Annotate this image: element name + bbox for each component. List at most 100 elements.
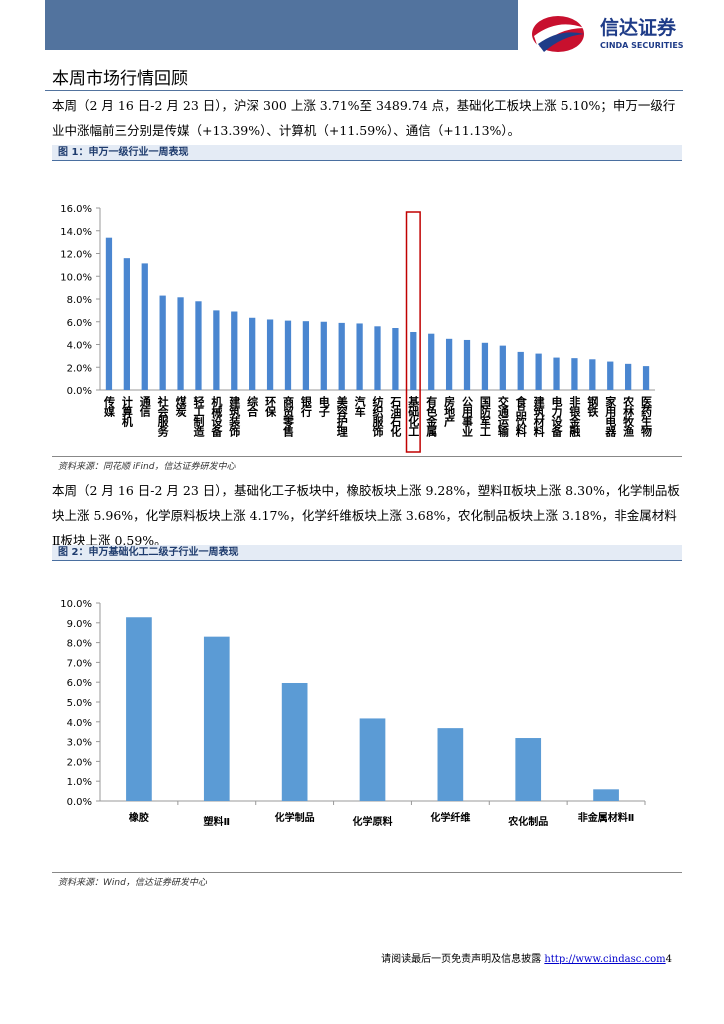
x-tick-label: 钢铁: [586, 395, 599, 418]
x-tick-label: 电力设备: [550, 395, 564, 438]
x-tick-label: 计算机: [120, 395, 133, 428]
x-tick-label: 环保: [264, 396, 278, 418]
company-name-en: CINDA SECURITIES: [600, 41, 684, 50]
x-tick-label: 机械设备: [210, 395, 224, 438]
x-tick-label: 有色金属: [425, 395, 439, 438]
y-tick-label: 0.0%: [67, 797, 92, 808]
bar: [463, 339, 471, 390]
x-tick-label: 轻工制造: [192, 395, 205, 438]
x-tick-label: 化学制品: [275, 811, 315, 824]
x-tick-label: 石油石化: [389, 396, 403, 438]
bar: [481, 342, 489, 390]
bar: [141, 263, 148, 390]
rule: [45, 90, 683, 91]
bar: [266, 319, 274, 390]
y-tick-label: 14.0%: [60, 227, 92, 238]
header-bar: [45, 0, 518, 50]
bar: [392, 328, 399, 390]
bar: [126, 617, 152, 801]
x-tick-label: 银行: [299, 395, 313, 418]
chart: 0.0% 2.0% 4.0% 6.0% 8.0% 10.0% 12.0% 14.0% 16.0%…: [60, 204, 655, 453]
highlight-box: [405, 211, 421, 453]
x-tick-label: 建筑材料: [532, 395, 545, 438]
x-tick-label: 公用事业: [461, 396, 474, 437]
x-tick-label: 塑料Ⅱ: [203, 815, 230, 828]
y-tick-label: 12.0%: [60, 250, 92, 261]
x-tick-label: 社会服务: [156, 395, 170, 438]
logo-swoosh: [538, 32, 584, 52]
bar: [445, 338, 453, 390]
bar: [284, 320, 292, 390]
bar: [642, 366, 650, 390]
x-tick-label: 美容护理: [335, 395, 349, 437]
source: 资料来源：同花顺 iFind，信达证券研发中心: [58, 462, 236, 472]
footer-link[interactable]: http://www.cindasc.com: [544, 954, 666, 965]
bar: [356, 323, 363, 390]
y-tick-label: 5.0%: [67, 698, 92, 709]
company-name: 信达证券: [600, 16, 677, 39]
bar: [302, 321, 310, 390]
x-tick-label: 非银金融: [568, 395, 582, 438]
rule: [52, 456, 682, 457]
disclaimer: 请阅读最后一页免责声明及信息披露: [381, 954, 542, 965]
x-tick-label: 交通运输: [496, 395, 509, 438]
y-tick-label: 4.0%: [67, 341, 92, 352]
x-tick-label: 农化制品: [507, 815, 548, 828]
x-tick-label: 建筑装饰: [228, 395, 242, 438]
bar: [195, 301, 202, 390]
y-tick-label: 6.0%: [67, 678, 92, 689]
x-tick-label: 综合: [246, 395, 259, 418]
bar: [499, 345, 506, 390]
bar: [359, 718, 386, 801]
x-tick-label: 煤炭: [174, 395, 187, 418]
y-tick-label: 9.0%: [67, 619, 92, 630]
bar: [517, 351, 524, 390]
x-tick-label: 房地产: [443, 395, 456, 428]
bar: [213, 310, 220, 390]
bar: [320, 321, 327, 390]
chart: 0.0% 1.0% 2.0% 3.0% 4.0% 5.0% 6.0% 7.0% 8.0% 9.0%…: [60, 599, 646, 828]
y-tick-label: 16.0%: [60, 204, 92, 215]
x-tick-label: 电子: [317, 395, 330, 418]
bar: [338, 322, 345, 390]
bar: [410, 331, 417, 390]
rule: [52, 872, 682, 873]
bar: [159, 295, 166, 390]
x-tick-label: 纺织服饰: [371, 395, 384, 438]
x-tick-label: 汽车: [353, 395, 366, 418]
bar: [177, 297, 184, 390]
y-tick-label: 1.0%: [67, 777, 92, 788]
logo-swoosh: [534, 24, 584, 48]
y-tick-label: 4.0%: [67, 718, 92, 729]
paragraph: 本周（2 月 16 日-2 月 23 日），沪深 300 上涨 3.71%至 3…: [52, 98, 676, 138]
bar: [428, 333, 435, 390]
x-tick-label: 橡胶: [129, 811, 149, 824]
x-tick-label: 农林牧渔: [622, 395, 636, 438]
x-tick-label: 化学原料: [353, 815, 393, 828]
bar: [437, 728, 464, 801]
y-tick-label: 2.0%: [67, 363, 92, 374]
x-tick-label: 基础化工: [407, 395, 421, 437]
x-tick-label: 非金属材料Ⅱ: [578, 811, 635, 824]
y-tick-label: 0.0%: [67, 386, 92, 397]
y-tick-label: 7.0%: [67, 658, 92, 669]
x-tick-label: 传媒: [102, 395, 116, 418]
bar: [105, 237, 113, 390]
figure-caption: 图 2：申万基础化工二级子行业一周表现: [52, 545, 682, 561]
y-tick-label: 8.0%: [67, 639, 92, 650]
bar: [625, 363, 632, 390]
x-tick-label: 国防军工: [478, 396, 491, 437]
bar: [589, 359, 596, 390]
section-title: 本周市场行情回顾: [52, 69, 188, 89]
bar: [515, 738, 542, 801]
bar: [123, 258, 130, 390]
y-tick-label: 10.0%: [60, 272, 92, 283]
bar: [203, 636, 230, 801]
source: 资料来源：Wind，信达证券研发中心: [58, 878, 207, 888]
y-tick-label: 10.0%: [60, 599, 92, 610]
x-tick-label: 医药生物: [640, 396, 653, 438]
x-tick-label: 通信: [138, 396, 151, 418]
bar: [607, 361, 614, 390]
x-tick-label: 食品饮料: [514, 395, 528, 438]
